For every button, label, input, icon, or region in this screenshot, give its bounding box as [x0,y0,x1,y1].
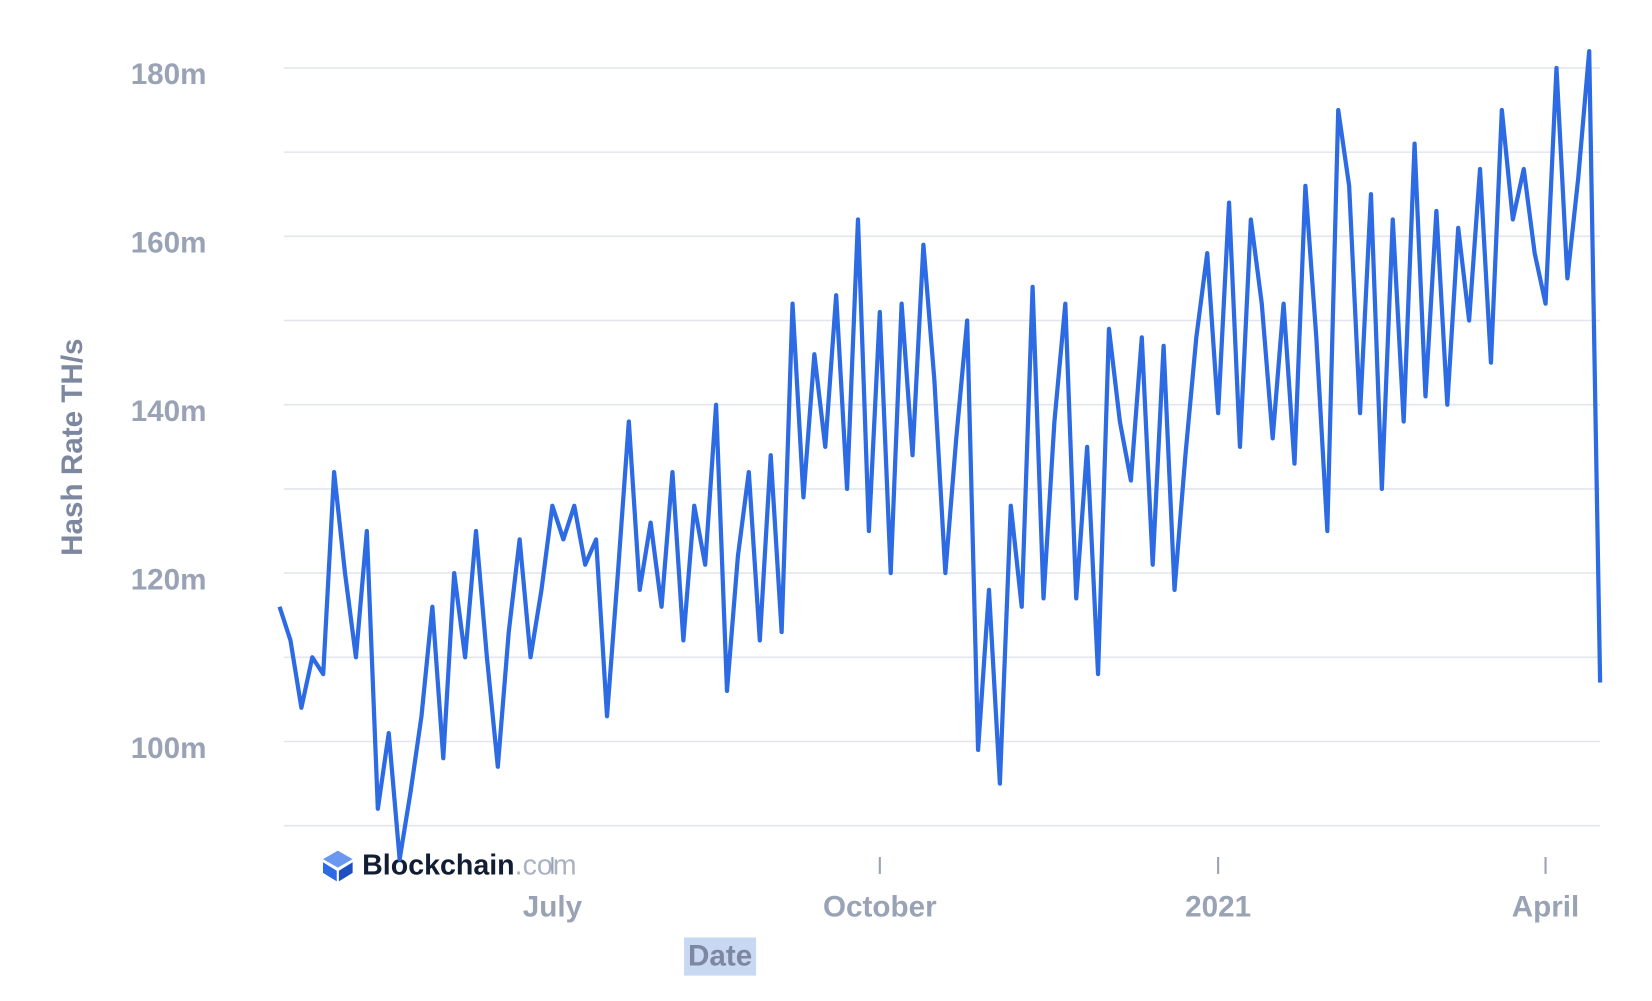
logo-right [338,862,353,882]
grid [283,67,1601,827]
logo-text: Blockchain.com [362,849,576,881]
y-tick-label: 140m [131,395,207,428]
y-axis-title: Hash Rate TH/s [56,338,89,555]
data-line [277,48,1603,862]
selection-highlight [684,937,757,976]
y-tick-label: 120m [131,563,207,596]
x-tick-label: April [1512,891,1580,924]
y-tick-label: 100m [131,732,207,765]
logo-top [322,850,353,868]
logo-left [322,862,337,882]
x-tick-label: 2021 [1185,891,1251,924]
logo: Blockchain.com [322,849,577,882]
x-tick-label: July [523,891,583,924]
x-tick-label: October [823,891,937,924]
logo-brand: Blockchain [362,849,514,881]
y-tick-label: 160m [131,227,207,260]
y-tick-label: 180m [131,58,207,91]
x-axis-title: Date [688,939,752,972]
logo-suffix: .com [515,849,577,881]
